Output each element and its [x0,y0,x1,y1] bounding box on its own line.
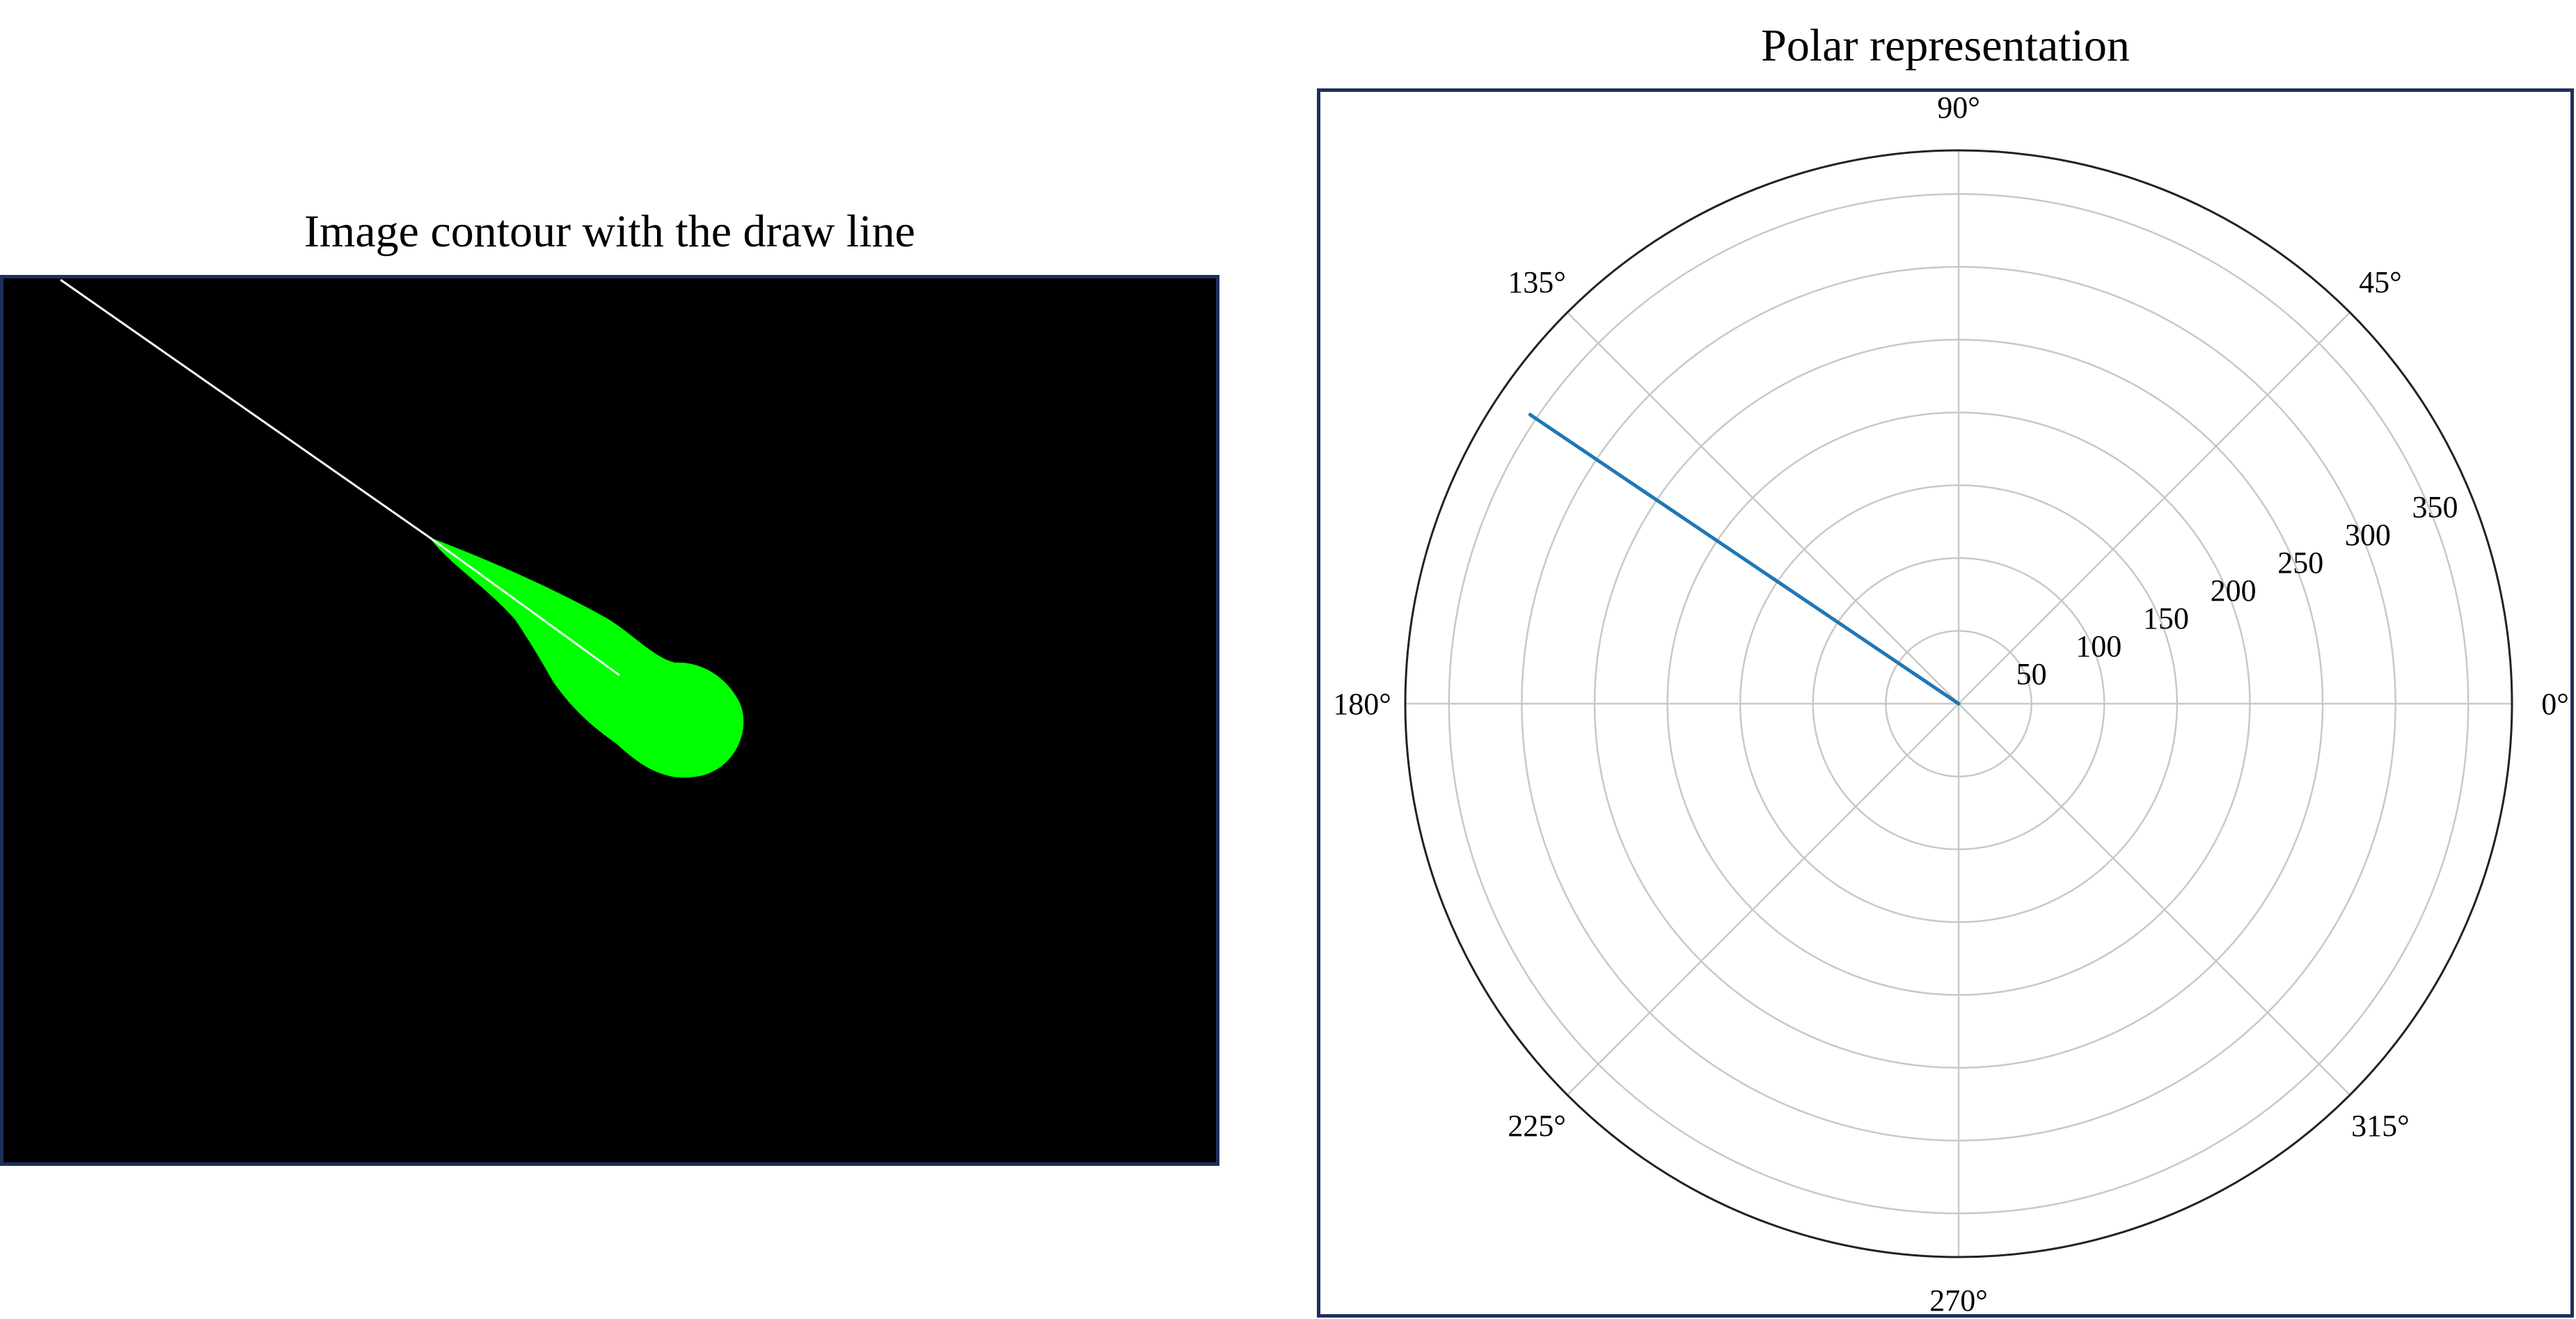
polar-series-line [1528,413,1961,706]
r-tick-label: 100 [2076,629,2121,663]
theta-tick-label: 0° [2541,687,2569,721]
left-panel-title: Image contour with the draw line [304,206,915,257]
theta-tick-label: 270° [1929,1284,1988,1314]
theta-grid-line [1566,703,1959,1096]
theta-grid-line [1958,703,2351,1096]
draw-line-inner [429,536,620,677]
theta-grid-line [1958,311,2351,704]
r-tick-label: 250 [2277,546,2323,580]
polar-outer-boundary [1404,149,2513,1258]
theta-tick-label: 90° [1937,92,1980,125]
r-tick-label: 150 [2143,601,2189,635]
theta-tick-label: 225° [1508,1109,1566,1143]
draw-line [60,278,430,539]
theta-tick-label: 315° [2351,1109,2410,1143]
theta-grid-line [1566,311,1959,704]
theta-tick-label: 45° [2359,265,2402,299]
polar-chart: 0° 45° 90° 135° 180° 225° 270° 315° 50 100 150 200 2… [1333,92,2569,1314]
r-tick-label: 200 [2211,574,2257,608]
theta-tick-label: 180° [1333,687,1391,721]
contour-image-frame [0,275,1219,1166]
theta-tick-label: 135° [1508,265,1566,299]
contour-image [3,278,1216,1162]
r-tick-label: 350 [2412,490,2458,524]
green-contour-blob [429,537,744,778]
polar-chart-title: Polar representation [1761,20,2130,71]
polar-chart-frame: 0° 45° 90° 135° 180° 225° 270° 315° 50 100 150 200 2… [1317,88,2574,1318]
r-tick-label: 300 [2345,518,2391,552]
r-tick-label: 50 [2016,657,2047,691]
